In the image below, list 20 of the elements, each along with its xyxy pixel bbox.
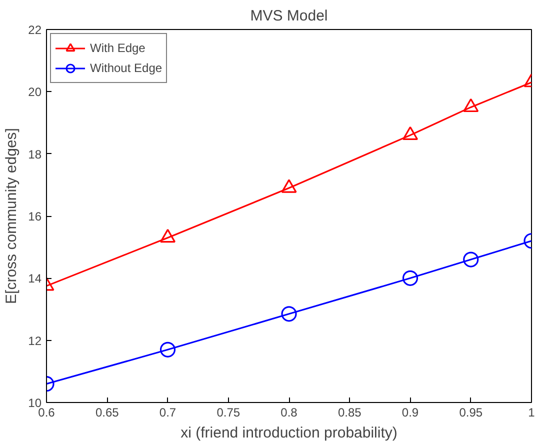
x-tick-label: 0.85 bbox=[338, 406, 362, 420]
x-tick-label: 0.6 bbox=[38, 406, 56, 420]
x-tick-label: 0.7 bbox=[159, 406, 176, 420]
y-axis-title: E[cross community edges] bbox=[3, 128, 20, 304]
y-tick-label: 14 bbox=[28, 272, 42, 286]
y-tick-label: 22 bbox=[28, 23, 42, 37]
x-tick-label: 0.75 bbox=[216, 406, 240, 420]
y-tick-label: 20 bbox=[28, 85, 42, 100]
x-tick-label: 1 bbox=[528, 406, 536, 420]
x-tick-label: 0.8 bbox=[280, 406, 298, 420]
x-tick-label: 0.65 bbox=[95, 406, 120, 420]
x-axis-title: xi (friend introduction probability) bbox=[180, 424, 398, 442]
chart-title: MVS Model bbox=[250, 8, 328, 24]
y-tick-label: 16 bbox=[28, 210, 42, 224]
legend-label: With Edge bbox=[90, 41, 146, 55]
legend-label: Without Edge bbox=[90, 61, 162, 75]
y-tick-label: 18 bbox=[28, 147, 42, 162]
x-tick-label: 0.9 bbox=[402, 406, 419, 420]
y-tick-label: 12 bbox=[28, 334, 42, 348]
x-tick-label: 0.95 bbox=[459, 406, 483, 420]
